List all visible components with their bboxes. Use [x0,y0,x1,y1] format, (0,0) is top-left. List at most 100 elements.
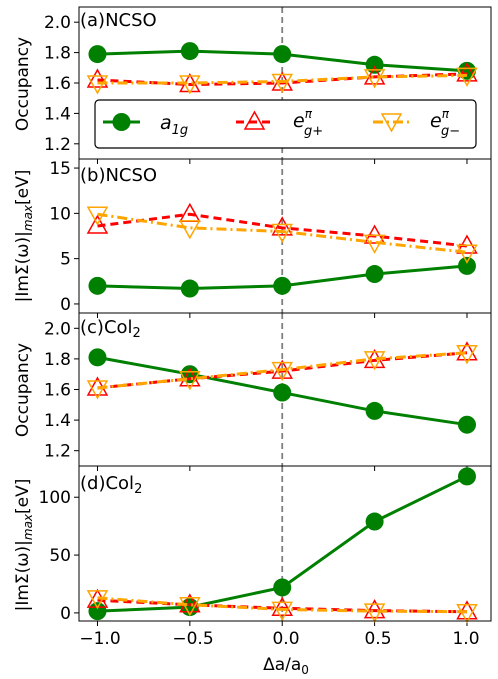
data-point-a1g [180,279,199,298]
data-point-eg_plus [271,216,294,236]
data-point-eg_minus [179,371,201,391]
panel-d: 0 50 100 [39,465,492,626]
data-point-a1g [365,401,384,420]
legend-eg-plus-main: e [293,110,305,132]
data-point-eg_minus [456,244,478,264]
y-axis-label-a: Occupancy [13,37,33,131]
panel-label-d: (d)Col2 [80,473,142,497]
data-point-eg_plus [271,596,294,617]
legend-eg-plus-marker [243,110,266,130]
y-tick-label: 5 [60,250,71,270]
y-axis-label-b-sub: max [21,204,35,231]
data-point-eg_plus [363,224,386,244]
y-axis-label-c: Occupancy [13,343,33,437]
data-point-eg_minus [363,603,386,623]
y-tick-label: 15 [49,159,71,179]
data-point-eg_minus [86,75,109,95]
x-axis-label-sub: 0 [301,663,309,677]
y-tick-label: 2.0 [44,319,71,339]
data-point-a1g [273,276,292,295]
data-point-eg_minus [271,223,294,244]
data-point-eg_minus [271,73,294,94]
data-point-eg_plus [86,68,109,88]
legend-eg-minus-main: e [430,110,442,132]
legend-eg-plus-sub: g+ [304,124,323,139]
x-axis-label-main: Δa/a [263,655,301,675]
y-axis-label-d-unit: [eV] [13,479,33,514]
legend-eg-plus-label: eπ g+ [293,107,323,139]
legend-a1g-main: a [160,112,172,134]
legend-eg-minus-label: eπ g− [430,107,460,139]
legend-eg-minus-marker [380,113,403,133]
data-point-eg_minus [179,220,201,240]
panel-label-a: (a)NCSO [80,10,157,31]
x-tick-label: −0.5 [172,629,213,649]
y-axis-label-b-main: |ImΣ(ω)| [13,231,33,302]
series-line-eg_plus [97,351,468,390]
data-point-eg_minus [363,351,386,371]
data-point-a1g [180,42,199,61]
data-point-eg_plus [456,62,478,82]
data-point-eg_minus [456,603,478,624]
panel-label-b: (b)NCSO [80,165,157,186]
x-tick-label: 1.0 [452,629,479,649]
series-line-eg_minus [97,351,468,390]
y-tick-label: 1.2 [44,135,71,155]
data-point-eg_minus [86,206,109,226]
data-point-eg_minus [179,75,201,95]
data-point-a1g [457,256,476,275]
data-point-eg_minus [179,597,201,617]
data-point-eg_minus [363,234,386,254]
panel-label-c-sub: 2 [133,326,141,341]
data-point-a1g [88,45,107,64]
y-tick-label: 1.8 [44,44,71,64]
data-point-a1g [273,45,292,64]
data-point-a1g [365,55,384,74]
legend: a1g eπ g+ eπ g− [94,99,477,149]
data-point-eg_plus [179,367,201,387]
data-point-a1g [457,467,476,486]
panel-label-c: (c)Col2 [80,317,141,341]
series-line-eg_minus [97,212,468,254]
y-axis-label-d-sub: max [21,513,35,540]
y-tick-label: 1.4 [44,104,71,124]
y-tick-label: 0 [60,604,71,624]
legend-eg-plus-sup: π [305,107,313,121]
legend-box [94,99,477,149]
data-point-eg_minus [363,69,386,89]
data-point-a1g [273,383,292,402]
data-point-a1g [88,348,107,367]
data-point-a1g [273,578,292,597]
y-axis-label-d: |ImΣ(ω)|max[eV] [13,479,35,612]
y-tick-label: 100 [39,488,71,508]
y-axis-label-d-main: |ImΣ(ω)| [13,540,33,611]
panel-label-d-main: (d)Col [80,473,134,494]
x-tick-label: −1.0 [79,629,120,649]
legend-a1g-marker [112,113,131,131]
x-axis: −1.0 −0.5 0.0 0.5 1.0 Δa/a0 [79,629,479,677]
data-point-a1g [457,415,476,434]
data-point-a1g [365,265,384,284]
plot-frame [78,465,492,622]
data-point-eg_plus [456,341,478,361]
y-tick-label: 10 [49,204,71,224]
y-tick-label: 1.2 [44,442,71,462]
legend-a1g-sub: 1g [172,123,189,138]
data-point-a1g [88,602,107,621]
panel-label-c-main: (c)Col [80,317,133,338]
y-tick-label: 1.4 [44,411,71,431]
data-point-eg_minus [456,345,478,365]
data-point-eg_minus [271,361,294,382]
panels: 1.2 1.4 1.6 1.8 2.0 0 5 10 15 1.2 1.4 1.6 1.8 2.0 0 50 1… [39,6,492,626]
data-point-eg_minus [456,67,478,87]
data-point-a1g [365,512,384,531]
y-tick-label: 1.8 [44,350,71,370]
legend-eg-minus-sub: g− [441,124,460,139]
series-line-eg_minus [97,596,467,614]
data-point-eg_minus [86,380,109,400]
y-tick-label: 1.6 [44,381,71,401]
data-point-eg_minus [86,590,109,610]
data-point-eg_minus [271,601,294,621]
series-line-eg_plus [97,212,468,248]
y-tick-label: 50 [49,546,71,566]
